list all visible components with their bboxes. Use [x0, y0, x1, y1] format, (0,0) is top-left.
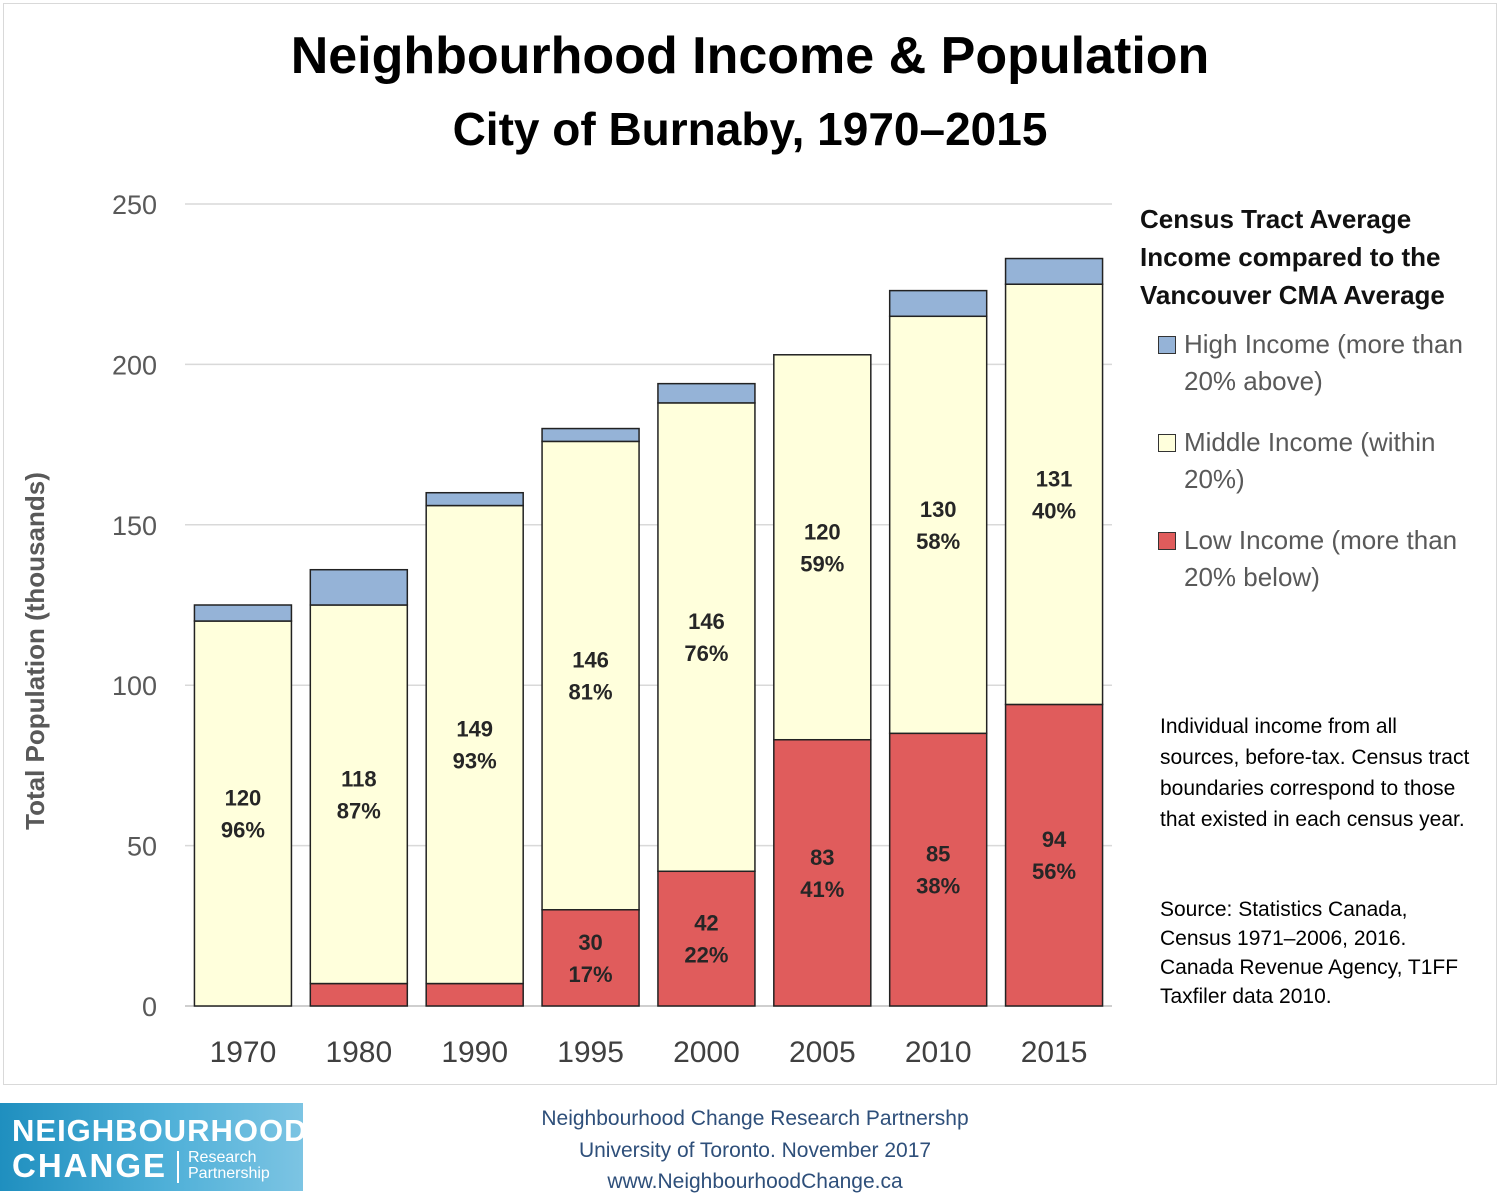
bar-low-income-2000 — [657, 870, 756, 1007]
bar-middle-income-1990 — [425, 504, 524, 985]
footer-website-link[interactable]: www.NeighbourhoodChange.ca — [607, 1170, 903, 1193]
bar-middle-income-1970 — [193, 620, 293, 1007]
data-label-middle-income-1990: 93% — [453, 749, 497, 774]
footer-university: University of Toronto. November 2017 — [578, 1139, 932, 1162]
legend-swatch-low — [1158, 532, 1176, 550]
bar-middle-income-1980 — [309, 604, 409, 985]
data-label-middle-income-2010: 58% — [916, 529, 960, 554]
data-label-low-income-2005: 83 — [810, 845, 834, 870]
data-label-low-income-1995: 30 — [578, 930, 602, 955]
data-label-low-income-2010: 38% — [916, 874, 960, 899]
data-label-middle-income-2000: 76% — [684, 641, 728, 666]
logo-text-research: Research — [188, 1149, 257, 1166]
logo-text-change: CHANGE — [12, 1147, 168, 1184]
logo-text-partnership: Partnership — [188, 1165, 270, 1182]
bar-high-income-2015 — [1004, 257, 1104, 285]
data-label-low-income-2000: 22% — [684, 943, 728, 968]
data-label-middle-income-1995: 146 — [572, 648, 609, 673]
data-label-middle-income-1995: 81% — [569, 680, 613, 705]
data-label-low-income-2010: 85 — [926, 842, 950, 867]
x-tick-label: 2015 — [1021, 1036, 1088, 1069]
bar-low-income-2010 — [888, 732, 988, 1007]
legend-swatch-middle — [1158, 434, 1176, 452]
bar-middle-income-2000 — [657, 402, 756, 873]
data-label-low-income-2000: 42 — [694, 911, 718, 936]
data-label-middle-income-2005: 120 — [804, 519, 841, 544]
legend-swatch-high — [1158, 336, 1176, 354]
y-tick-label: 100 — [112, 671, 157, 701]
data-label-middle-income-1980: 118 — [341, 766, 377, 791]
data-label-middle-income-1970: 96% — [221, 818, 265, 843]
x-tick-label: 2000 — [673, 1036, 740, 1069]
bar-middle-income-1995 — [541, 440, 640, 911]
data-label-low-income-2015: 56% — [1032, 859, 1076, 884]
data-label-low-income-2005: 41% — [800, 877, 844, 902]
data-label-low-income-1995: 17% — [569, 962, 613, 987]
legend-label-middle: Middle Income (within 20%) — [1184, 427, 1436, 494]
x-tick-label: 2005 — [789, 1036, 856, 1069]
data-label-middle-income-2010: 130 — [920, 497, 957, 522]
y-tick-label: 250 — [112, 190, 157, 220]
bar-middle-income-2005 — [773, 354, 872, 741]
legend-label-low: Low Income (more than 20% below) — [1184, 525, 1458, 592]
neighbourhood-change-logo[interactable]: NEIGHBOURHOOD CHANGE Research Partnershi… — [0, 1103, 306, 1191]
y-tick-label: 200 — [112, 350, 157, 380]
income-note: Individual income from all sources, befo… — [1160, 715, 1470, 831]
data-label-middle-income-1990: 149 — [456, 717, 493, 742]
bar-high-income-1970 — [193, 604, 293, 622]
bar-low-income-2015 — [1004, 703, 1104, 1007]
data-label-middle-income-1980: 87% — [337, 798, 381, 823]
bar-high-income-1995 — [541, 427, 640, 443]
source-note: Source: Statistics Canada, Census 1971–2… — [1160, 898, 1459, 1008]
bar-low-income-2005 — [773, 738, 872, 1007]
data-label-middle-income-2015: 131 — [1036, 466, 1073, 491]
x-tick-label: 1990 — [441, 1036, 508, 1069]
logo-separator — [177, 1151, 179, 1183]
bar-low-income-1995 — [541, 909, 640, 1007]
legend-label-high: High Income (more than 20% above) — [1184, 329, 1463, 396]
data-label-middle-income-2015: 40% — [1032, 498, 1076, 523]
data-label-middle-income-2005: 59% — [800, 551, 844, 576]
y-axis-label: Total Population (thousands) — [20, 472, 50, 830]
bar-high-income-2010 — [888, 289, 988, 318]
bar-high-income-1990 — [425, 491, 524, 507]
logo-text-neighbourhood: NEIGHBOURHOOD — [12, 1113, 308, 1148]
data-label-middle-income-2000: 146 — [688, 609, 725, 634]
footer-org: Neighbourhood Change Research Partnershp — [541, 1107, 969, 1130]
bar-middle-income-2015 — [1004, 283, 1104, 706]
bar-high-income-1980 — [309, 568, 409, 606]
bar-high-income-2000 — [657, 382, 756, 404]
chart-subtitle: City of Burnaby, 1970–2015 — [452, 103, 1048, 155]
chart-title: Neighbourhood Income & Population — [290, 27, 1210, 85]
y-tick-label: 0 — [142, 992, 157, 1022]
bar-low-income-1990 — [425, 982, 524, 1007]
x-tick-label: 1970 — [210, 1036, 277, 1069]
legend-title: Census Tract Average Income compared to … — [1140, 204, 1445, 310]
data-label-middle-income-1970: 120 — [225, 786, 262, 811]
y-tick-label: 50 — [127, 832, 157, 862]
y-tick-label: 150 — [112, 511, 157, 541]
bar-middle-income-2010 — [888, 315, 988, 735]
x-tick-label: 1995 — [557, 1036, 624, 1069]
data-label-low-income-2015: 94 — [1042, 827, 1067, 852]
x-tick-label: 1980 — [325, 1036, 392, 1069]
x-tick-label: 2010 — [905, 1036, 972, 1069]
bar-low-income-1980 — [309, 982, 409, 1007]
